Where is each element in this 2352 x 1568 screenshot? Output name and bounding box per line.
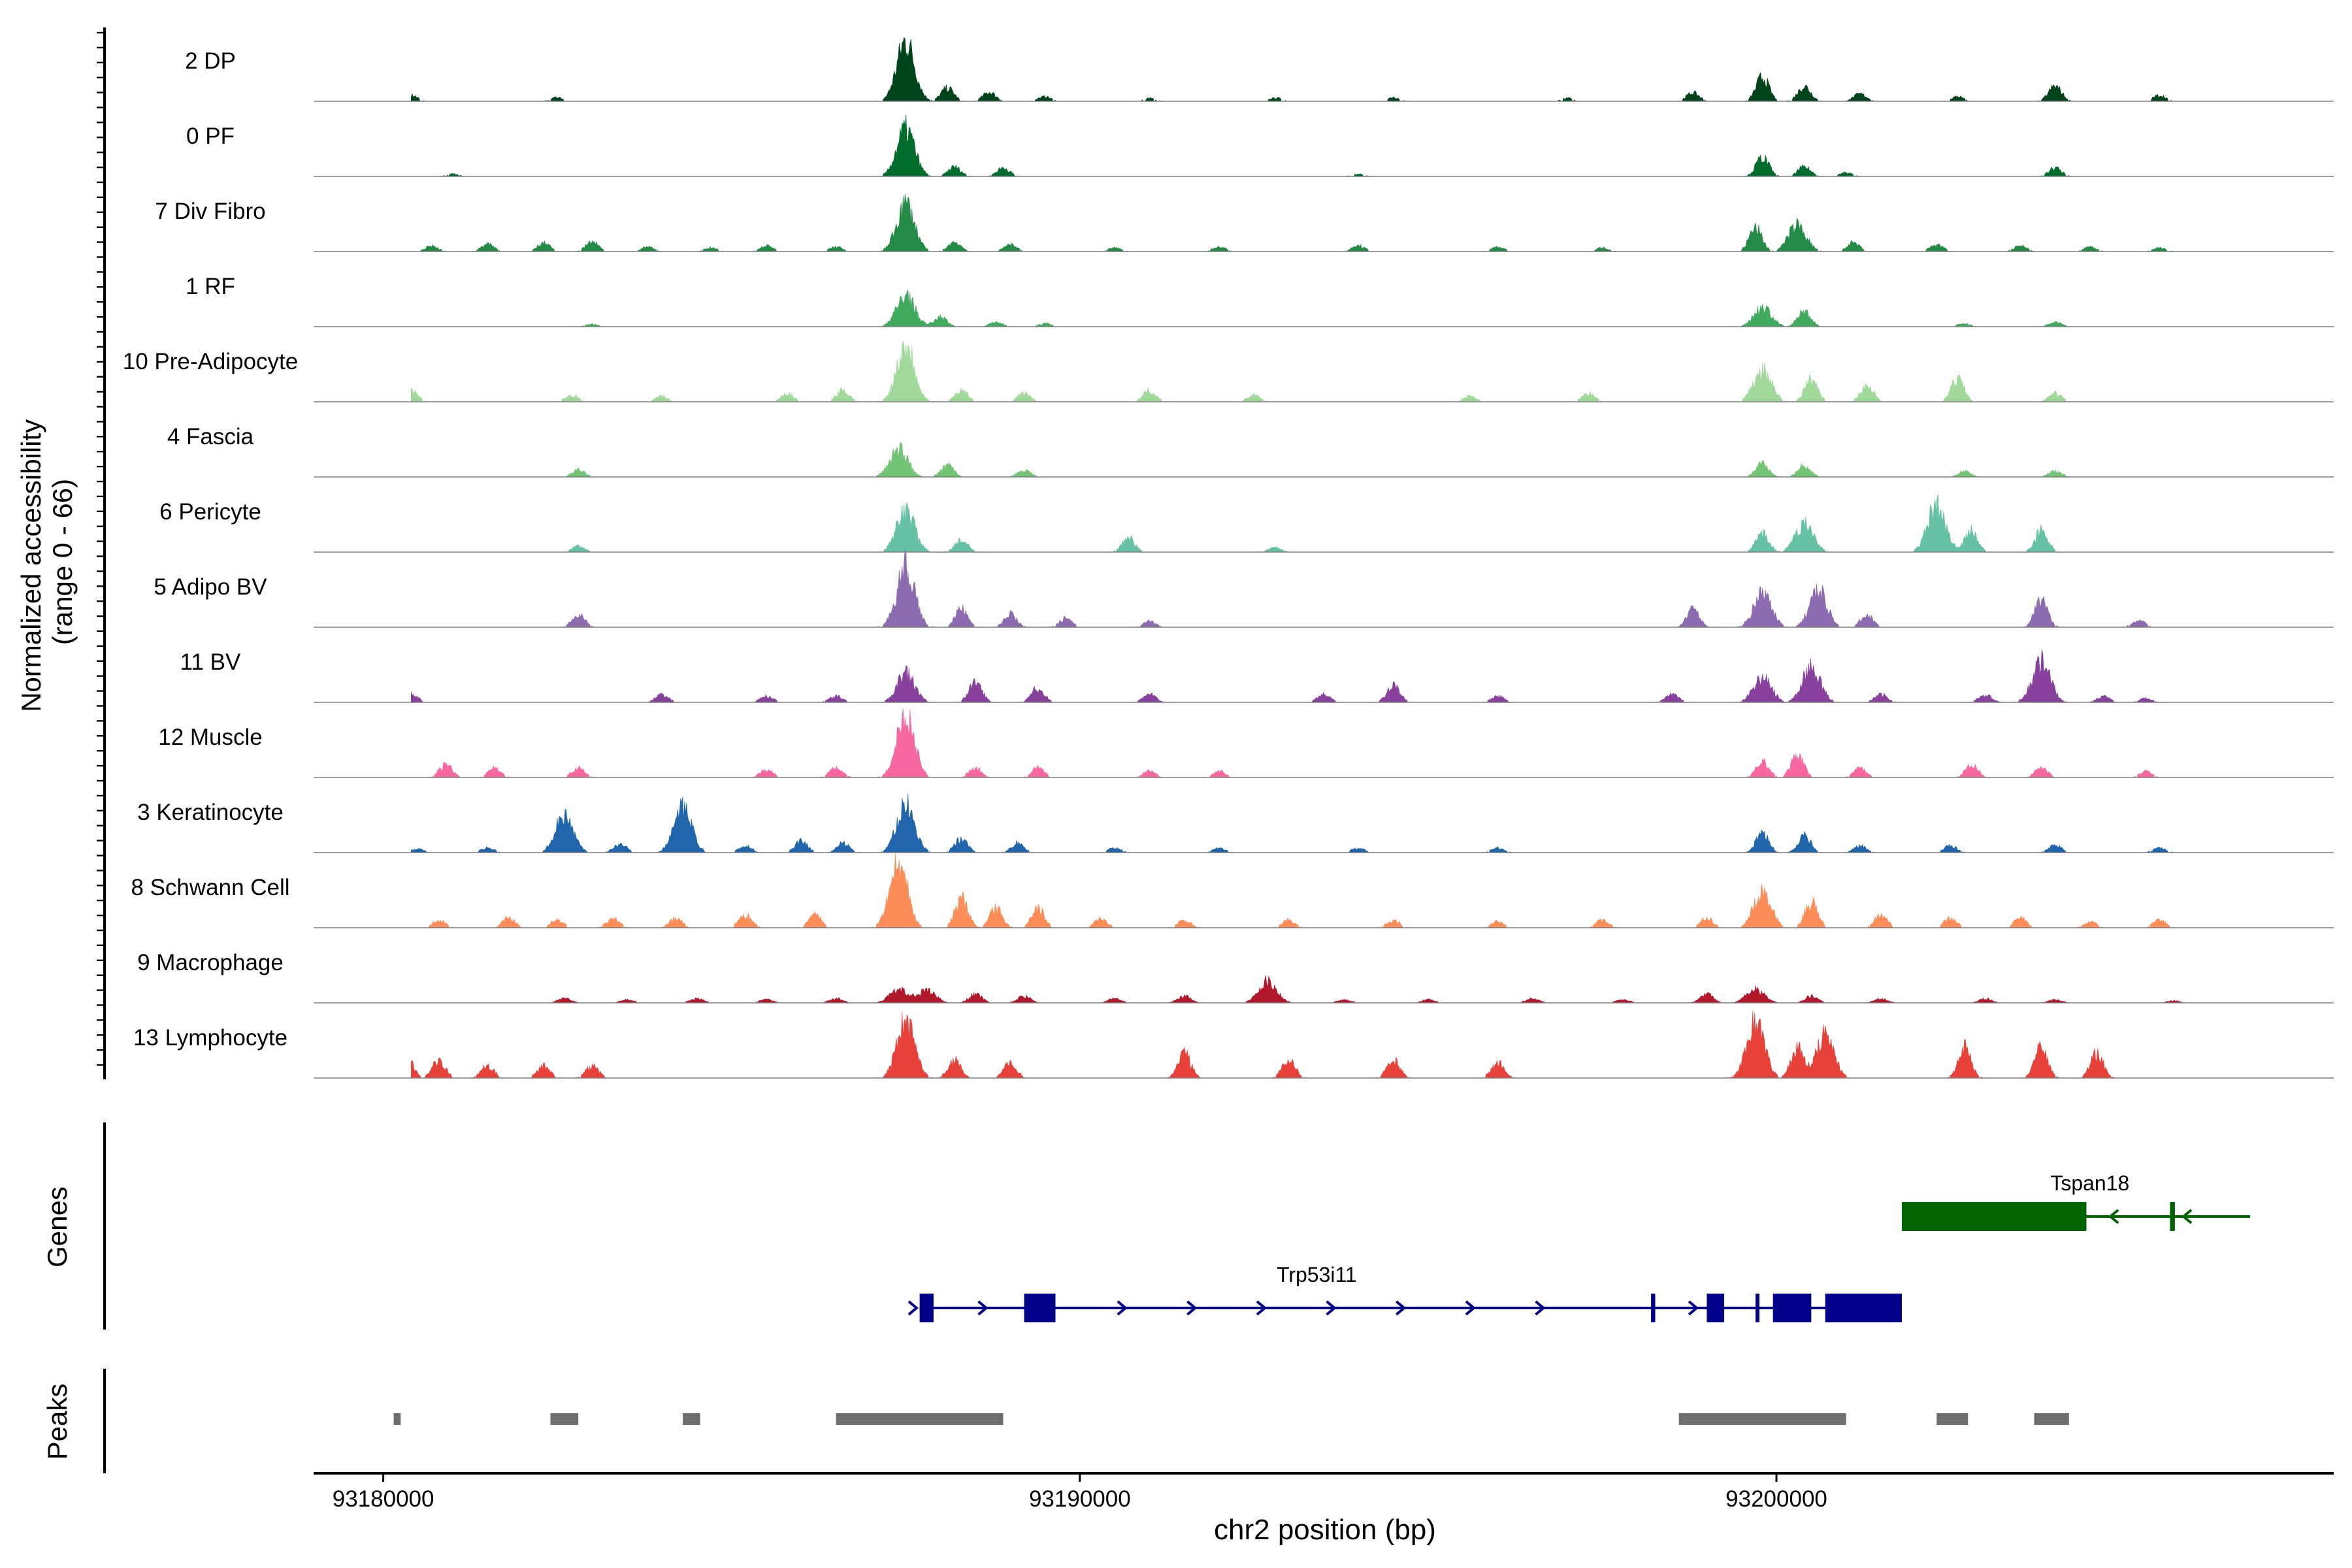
coverage-area [411,649,2251,703]
track-label: 6 Pericyte [159,499,261,525]
coverage-area [411,114,2251,177]
x-tick-label: 93200000 [1725,1486,1827,1512]
track-4: 10 Pre-Adipocyte [123,341,2334,402]
track-1: 0 PF [186,114,2334,177]
coverage-area [411,193,2251,252]
track-13: 13 Lymphocyte [133,1011,2334,1079]
peaks-label: Peaks [42,1384,73,1460]
peak-bar [393,1413,401,1425]
peak-bar [1936,1413,1968,1425]
strand-arrow [1326,1300,1337,1316]
genes-label: Genes [42,1186,73,1267]
gene-exon [1772,1294,1812,1322]
strand-arrow [1465,1300,1477,1316]
gene-exon [1756,1294,1760,1322]
strand-arrow [2108,1209,2119,1224]
y-axis-label-line2: (range 0 - 66) [47,479,78,645]
coverage-area [411,289,2251,327]
gene-exon [1651,1294,1656,1322]
strand-arrow [1535,1300,1546,1316]
strand-arrow [1117,1300,1128,1316]
track-label: 7 Div Fibro [155,199,265,224]
strand-arrow [1688,1300,1699,1316]
track-label: 4 Fascia [167,424,254,449]
peak-bar [1678,1413,1846,1425]
track-10: 3 Keratinocyte [137,793,2334,853]
y-axis-label-line1: Normalized accessibility [16,419,46,712]
track-12: 9 Macrophage [137,950,2334,1004]
strand-arrow [2181,1209,2193,1224]
coverage-area [411,549,2251,628]
gene-name: Tspan18 [2050,1171,2129,1195]
gene-exon [919,1294,934,1322]
y-axis [97,27,106,1079]
coverage-tracks: 2 DP 0 PF 7 Div Fibro 1 RF 10 Pre-Adipocyte 4… [123,37,2334,1079]
track-6: 6 Pericyte [159,494,2334,553]
coverage-area [411,494,2251,553]
track-2: 7 Div Fibro [155,193,2334,252]
coverage-area [411,793,2251,853]
track-label: 2 DP [185,48,236,74]
x-tick-label: 93190000 [1029,1486,1131,1512]
coverage-area [411,853,2251,928]
peak-bar [683,1413,700,1425]
coverage-area [411,341,2251,402]
gene-exon [1707,1294,1725,1322]
coverage-area [411,1011,2251,1079]
track-label: 8 Schwann Cell [131,875,289,900]
track-label: 13 Lymphocyte [133,1025,287,1051]
strand-arrow [1256,1300,1267,1316]
track-9: 12 Muscle [158,708,2334,778]
gene-Tspan18: Tspan18 [1901,1171,2251,1231]
gene-Trp53i11: Trp53i11 [907,1263,1902,1322]
track-8: 11 BV [180,649,2334,703]
gene-exon [1024,1294,1056,1322]
track-label: 5 Adipo BV [154,574,267,600]
coverage-area [411,975,2251,1004]
gene-exon [2170,1202,2175,1231]
gene-exon [1825,1294,1902,1322]
track-label: 0 PF [186,123,235,149]
x-tick-label: 93180000 [333,1486,434,1512]
track-label: 3 Keratinocyte [137,800,284,825]
gene-annotation-track: Tspan18 Trp53i11 [907,1171,2251,1322]
track-5: 4 Fascia [167,424,2334,478]
track-11: 8 Schwann Cell [131,853,2334,928]
track-3: 1 RF [186,274,2334,327]
strand-arrow [907,1300,919,1316]
peaks-track [393,1413,2069,1425]
gene-exon [1901,1202,2087,1231]
peak-bar [2034,1413,2069,1425]
strand-arrow [1396,1300,1407,1316]
coverage-area [411,708,2251,778]
track-label: 11 BV [180,649,241,675]
strand-arrow [1186,1300,1198,1316]
coverage-area [411,442,2251,478]
x-axis: 93180000 93190000 93200000 [314,1472,2334,1512]
track-label: 1 RF [186,274,235,299]
gene-name: Trp53i11 [1277,1263,1357,1286]
track-label: 12 Muscle [158,725,263,750]
y-axis-label: Normalized accessibility (range 0 - 66) [16,412,78,712]
coverage-area [411,37,2251,102]
peak-bar [550,1413,579,1425]
x-axis-label: chr2 position (bp) [1214,1514,1436,1546]
peak-bar [836,1413,1004,1425]
track-7: 5 Adipo BV [154,549,2334,628]
track-label: 9 Macrophage [137,950,284,975]
track-0: 2 DP [185,37,2334,102]
strand-arrow [977,1300,988,1316]
track-label: 10 Pre-Adipocyte [123,349,298,374]
